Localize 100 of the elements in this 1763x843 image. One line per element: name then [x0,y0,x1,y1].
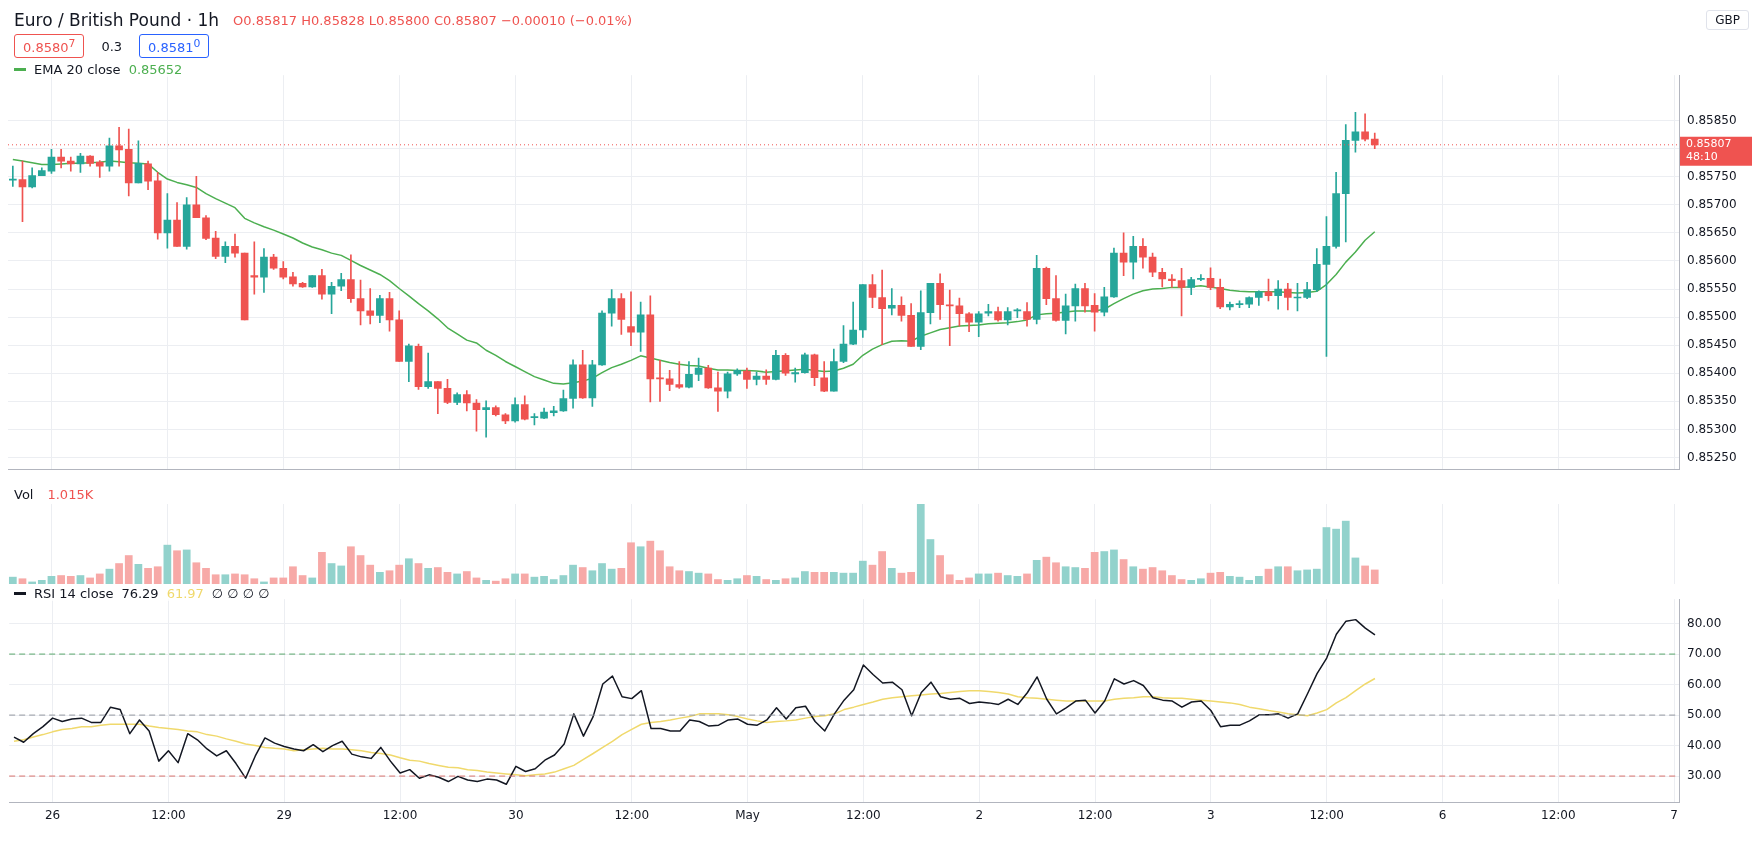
bar [1274,566,1283,585]
bar [1119,559,1128,585]
bar [617,568,626,585]
bar [685,571,693,585]
bar [144,568,152,585]
bar [356,555,365,585]
y-tick-label: 0.85450 [1687,337,1737,352]
bar [752,576,761,585]
bar [1216,572,1225,585]
candlestick [433,381,442,415]
y-tick-label: 0.85250 [1687,449,1737,464]
bar [974,573,983,585]
x-tick-label: May [735,808,760,823]
bar [578,567,587,585]
bar [376,572,384,585]
bar [588,570,597,585]
legend-label: RSI 14 close [34,586,114,602]
x-tick-label: 12:00 [1541,808,1576,823]
bar [327,563,336,585]
bar [820,572,829,585]
bar [1197,578,1205,585]
bar [491,581,500,585]
bar [57,575,65,585]
x-tick-label: 12:00 [151,808,186,823]
candlestick [714,372,722,413]
bar [308,577,317,585]
candlestick [945,290,954,347]
y-tick-label: 50.00 [1687,707,1722,722]
bar [443,572,452,585]
bar [105,569,114,585]
bar [153,566,162,585]
y-tick-label: 0.85600 [1687,253,1737,268]
bar [202,568,210,585]
bar [733,578,742,585]
bar [607,569,616,585]
annotation: 61.97 [166,586,204,602]
candlestick [878,269,886,346]
bar [878,551,886,585]
bar [1293,570,1302,585]
bar [1283,566,1292,585]
bar [124,555,133,585]
x-tick-label: 3 [1207,808,1215,823]
bar [704,573,713,585]
bar [366,565,375,585]
y-tick-label: 60.00 [1687,677,1722,692]
y-tick-label: 0.85350 [1687,393,1737,408]
y-tick-label: 30.00 [1687,768,1722,783]
x-tick-label: 2 [975,808,984,823]
bar [1370,569,1379,585]
x-tick-label: 12:00 [1077,808,1113,823]
bar [540,576,548,585]
y-tick-label: 0.85750 [1687,169,1737,184]
y-tick-label: 0.85550 [1687,281,1737,296]
y-tick-label: 0.85650 [1687,225,1737,240]
bar [433,567,442,585]
x-tick-label: 12:00 [382,808,418,823]
bar [1341,521,1350,585]
bar [1158,570,1167,585]
bar [1312,569,1321,585]
bar [347,546,355,585]
x-tick-label: 12:00 [614,808,650,823]
bar [627,542,635,585]
legend-label: EMA 20 close [34,62,121,78]
bar [781,578,790,585]
candlestick [675,361,684,390]
bar [453,573,462,585]
x-tick-label: 12:00 [846,808,881,823]
bar [182,549,191,585]
candlestick [424,353,432,390]
bar [520,573,529,585]
y-tick-label: 0.85400 [1687,365,1737,380]
bar [994,573,1002,585]
bar [424,568,433,585]
candlestick [791,368,800,383]
bar [772,580,780,585]
bar [926,539,935,585]
bar [1023,573,1031,585]
bar [1332,529,1340,585]
bar [1052,562,1060,585]
bar [221,574,230,585]
bar [86,577,94,585]
candlestick [627,291,635,347]
bar [115,563,123,585]
y-tick-label: 0.85500 [1687,309,1737,324]
bar [231,573,239,585]
bar [636,546,645,585]
annotation: ∅ ∅ ∅ ∅ [211,586,270,602]
bar [549,579,558,585]
bar [482,580,490,585]
bar [289,566,297,585]
bar [95,573,104,585]
text: 0.8581$^{0}$ [139,34,210,59]
bar [66,576,75,585]
bar [279,577,288,585]
bar [1168,575,1176,585]
bar [723,580,732,585]
bar [965,577,973,585]
y-axis-title: GBP [1706,10,1749,30]
bar [907,572,915,585]
bar [1177,579,1186,585]
